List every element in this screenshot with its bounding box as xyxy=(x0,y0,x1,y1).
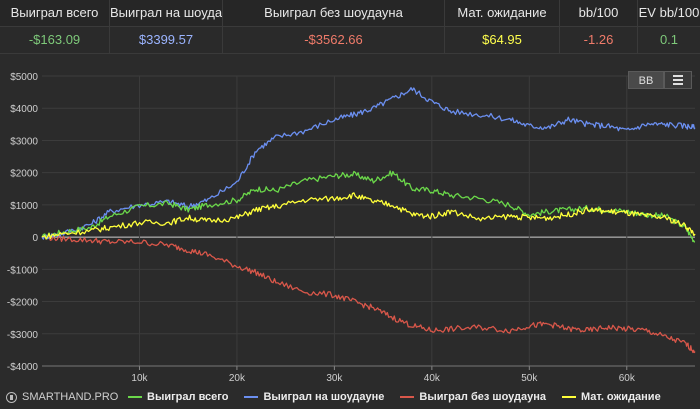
stats-value-non-showdown: -$3562.66 xyxy=(223,27,445,53)
x-tick-label: 20k xyxy=(229,373,246,384)
y-tick-label: 0 xyxy=(32,233,38,244)
line-ev xyxy=(41,192,696,240)
stats-header-total: Выиграл всего xyxy=(0,0,110,26)
smarthand-logo-icon xyxy=(6,391,17,403)
stats-value-ev-bb100: 0.1 xyxy=(659,32,679,47)
stats-value-total: -$163.09 xyxy=(0,27,110,53)
bb-toggle-button[interactable]: BB xyxy=(628,71,664,89)
legend-swatch-showdown xyxy=(244,396,259,398)
stats-header-ev-bb100: EV bb/100 xyxy=(638,5,700,20)
x-tick-label: 10k xyxy=(131,373,148,384)
line-showdown xyxy=(41,87,696,240)
stats-header-ev: Мат. ожидание xyxy=(445,0,560,26)
stats-value-bb100: -1.26 xyxy=(560,27,638,53)
y-tick-label: -$2000 xyxy=(7,298,39,309)
brand-logo: SMARTHAND.PRO xyxy=(6,391,118,403)
y-tick-label: $4000 xyxy=(10,104,38,115)
legend-label-showdown: Выиграл на шоудауне xyxy=(263,391,385,403)
y-tick-label: $3000 xyxy=(10,136,38,147)
stats-header-showdown: Выиграл на шоудауне xyxy=(110,0,223,26)
menu-icon[interactable] xyxy=(664,71,692,89)
legend-swatch-total xyxy=(128,396,142,398)
legend-label-ev: Мат. ожидание xyxy=(580,391,661,403)
legend-swatch-ev xyxy=(561,396,576,398)
stats-header-non-showdown: Выиграл без шоудауна xyxy=(223,0,445,26)
chart-legend: Выиграл всего Выиграл на шоудауне Выигра… xyxy=(128,391,661,403)
stats-value-showdown: $3399.57 xyxy=(110,27,223,53)
stats-header-bb100: bb/100 xyxy=(560,0,638,26)
x-tick-label: 30k xyxy=(326,373,343,384)
legend-item-ev[interactable]: Мат. ожидание xyxy=(561,391,661,403)
legend-label-non-showdown: Выиграл без шоудауна xyxy=(419,391,546,403)
chart-toolbar: BB xyxy=(628,71,692,89)
y-tick-label: $1000 xyxy=(10,201,38,212)
y-tick-label: $2000 xyxy=(10,169,38,180)
x-tick-label: 60k xyxy=(619,373,636,384)
legend-item-total[interactable]: Выиграл всего xyxy=(128,391,228,403)
x-tick-label: 50k xyxy=(521,373,538,384)
stats-header-row: Выиграл всего Выиграл на шоудауне Выигра… xyxy=(0,0,700,26)
x-tick-label: 40k xyxy=(424,373,441,384)
brand-label: SMARTHAND.PRO xyxy=(22,391,119,403)
y-tick-label: -$3000 xyxy=(7,330,39,341)
legend-item-showdown[interactable]: Выиграл на шоудауне xyxy=(244,391,384,403)
legend-item-non-showdown[interactable]: Выиграл без шоудауна xyxy=(400,391,546,403)
y-tick-label: -$4000 xyxy=(7,362,39,373)
stats-table: Выиграл всего Выиграл на шоудауне Выигра… xyxy=(0,0,700,54)
stats-value-ev: $64.95 xyxy=(445,27,560,53)
legend-label-total: Выиграл всего xyxy=(147,391,229,403)
y-tick-label: -$1000 xyxy=(7,265,39,276)
stats-values-row: -$163.09 $3399.57 -$3562.66 $64.95 -1.26… xyxy=(0,26,700,54)
legend-swatch-non-showdown xyxy=(400,396,415,398)
y-tick-label: $5000 xyxy=(10,72,38,83)
line-non-showdown xyxy=(41,234,696,354)
